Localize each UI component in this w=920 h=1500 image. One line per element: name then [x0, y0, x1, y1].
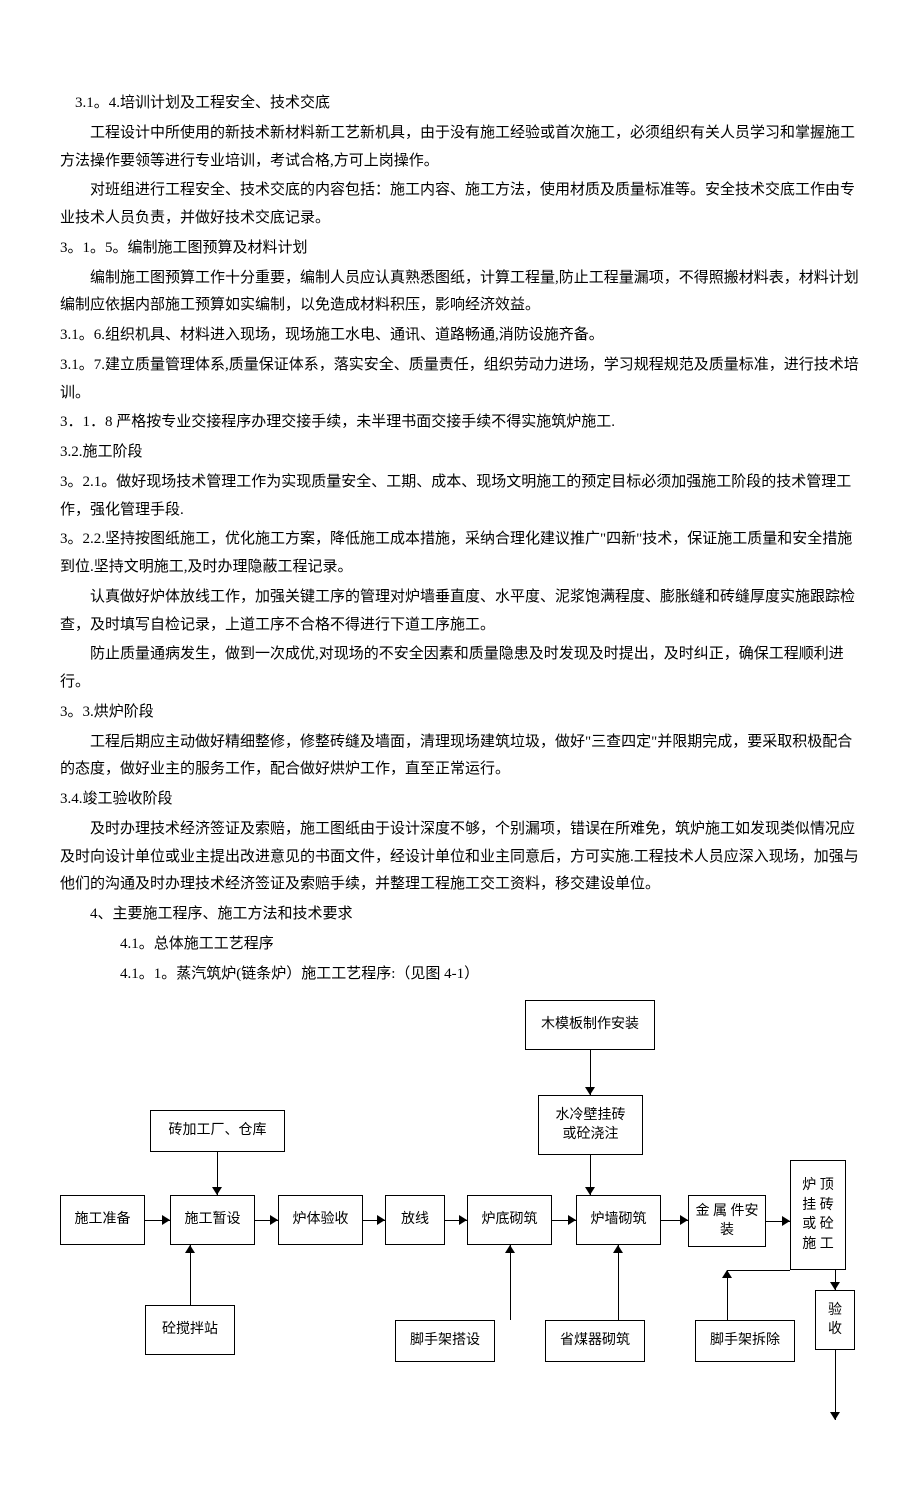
flow-node: 金 属 件安装: [688, 1195, 766, 1247]
paragraph: 3．1．8 严格按专业交接程序办理交接手续，未半理书面交接手续不得实施筑炉施工.: [60, 409, 860, 437]
arrow-icon: [162, 1215, 170, 1225]
arrow-icon: [377, 1215, 385, 1225]
paragraph: 3。2.1。做好现场技术管理工作为实现质量安全、工期、成本、现场文明施工的预定目…: [60, 469, 860, 525]
arrow-icon: [568, 1215, 576, 1225]
flow-node: 施工暂设: [170, 1195, 255, 1245]
flow-node: 脚手架搭设: [395, 1320, 495, 1362]
flow-node: 砼搅拌站: [145, 1305, 235, 1355]
paragraph: 3。2.2.坚持按图纸施工，优化施工方案，降低施工成本措施，采纳合理化建议推广"…: [60, 526, 860, 582]
paragraph: 4.1。总体施工工艺程序: [60, 931, 860, 959]
arrow-icon: [722, 1270, 732, 1278]
arrow-icon: [185, 1245, 195, 1253]
flow-node: 放线: [385, 1195, 445, 1245]
flow-node: 砖加工厂、仓库: [150, 1110, 285, 1152]
flow-node: 木模板制作安装: [525, 1000, 655, 1050]
flow-node: 炉体验收: [278, 1195, 363, 1245]
flow-node: 水冷壁挂砖 或砼浇注: [538, 1095, 643, 1155]
paragraph: 3.1。4.培训计划及工程安全、技术交底: [60, 90, 860, 118]
flowchart: 木模板制作安装砖加工厂、仓库 水冷壁挂砖 或砼浇注施工准备施工暂设炉体验收放线炉底…: [60, 1000, 860, 1460]
flow-node: 炉底砌筑: [467, 1195, 552, 1245]
arrow-icon: [270, 1215, 278, 1225]
paragraph: 认真做好炉体放线工作，加强关键工序的管理对炉墙垂直度、水平度、泥浆饱满程度、膨胀…: [60, 584, 860, 640]
paragraph: 3.1。7.建立质量管理体系,质量保证体系，落实安全、质量责任，组织劳动力进场，…: [60, 352, 860, 408]
paragraph: 及时办理技术经济签证及索赔，施工图纸由于设计深度不够，个别漏项，错误在所难免，筑…: [60, 816, 860, 899]
flow-node: 炉 顶 挂 砖 或 砼 施 工: [790, 1160, 846, 1270]
paragraph: 3.1。6.组织机具、材料进入现场，现场施工水电、通讯、道路畅通,消防设施齐备。: [60, 322, 860, 350]
flow-node: 脚手架拆除: [695, 1320, 795, 1362]
flow-edge: [510, 1245, 511, 1320]
paragraph: 编制施工图预算工作十分重要，编制人员应认真熟悉图纸，计算工程量,防止工程量漏项，…: [60, 265, 860, 321]
paragraph: 4、主要施工程序、施工方法和技术要求: [60, 901, 860, 929]
arrow-icon: [782, 1216, 790, 1226]
paragraph: 3.4.竣工验收阶段: [60, 786, 860, 814]
paragraph: 3。1。5。编制施工图预算及材料计划: [60, 235, 860, 263]
paragraph: 工程设计中所使用的新技术新材料新工艺新机具，由于没有施工经验或首次施工，必须组织…: [60, 120, 860, 176]
flow-edge: [618, 1245, 619, 1320]
paragraph: 3.2.施工阶段: [60, 439, 860, 467]
arrow-icon: [212, 1187, 222, 1195]
arrow-icon: [680, 1215, 688, 1225]
flow-edge: [835, 1350, 836, 1420]
arrow-icon: [459, 1215, 467, 1225]
paragraph: 防止质量通病发生，做到一次成优,对现场的不安全因素和质量隐患及时发现及时提出，及…: [60, 641, 860, 697]
flow-node: 施工准备: [60, 1195, 145, 1245]
flow-node: 省煤器砌筑: [545, 1320, 645, 1362]
arrow-icon: [505, 1245, 515, 1253]
paragraph: 3。3.烘炉阶段: [60, 699, 860, 727]
paragraph: 4.1。1。蒸汽筑炉(链条炉）施工工艺程序:（见图 4-1）: [60, 961, 860, 989]
flow-edge: [190, 1245, 191, 1305]
document-body: 3.1。4.培训计划及工程安全、技术交底工程设计中所使用的新技术新材料新工艺新机…: [60, 90, 860, 988]
paragraph: 工程后期应主动做好精细整修，修整砖缝及墙面，清理现场建筑垃圾，做好"三查四定"并…: [60, 729, 860, 785]
arrow-icon: [585, 1187, 595, 1195]
arrow-icon: [613, 1245, 623, 1253]
paragraph: 对班组进行工程安全、技术交底的内容包括：施工内容、施工方法，使用材质及质量标准等…: [60, 177, 860, 233]
arrow-icon: [585, 1087, 595, 1095]
flow-node: 验 收: [815, 1290, 855, 1350]
arrow-icon: [830, 1412, 840, 1420]
flow-node: 炉墙砌筑: [576, 1195, 661, 1245]
